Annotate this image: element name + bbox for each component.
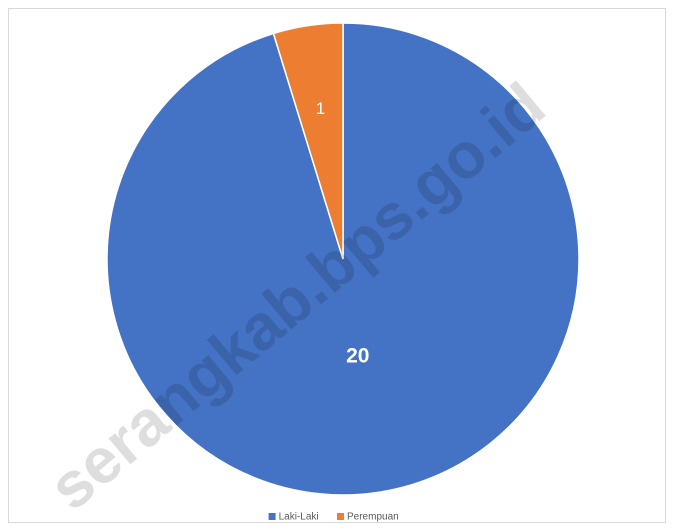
data-label: 20 <box>346 345 369 368</box>
pie-slice <box>272 22 344 260</box>
data-label: 1 <box>316 99 325 118</box>
legend-swatch <box>268 513 276 520</box>
legend-label: Laki-Laki <box>279 512 319 523</box>
legend-swatch <box>337 513 344 520</box>
legend-label: Perempuan <box>347 512 399 523</box>
